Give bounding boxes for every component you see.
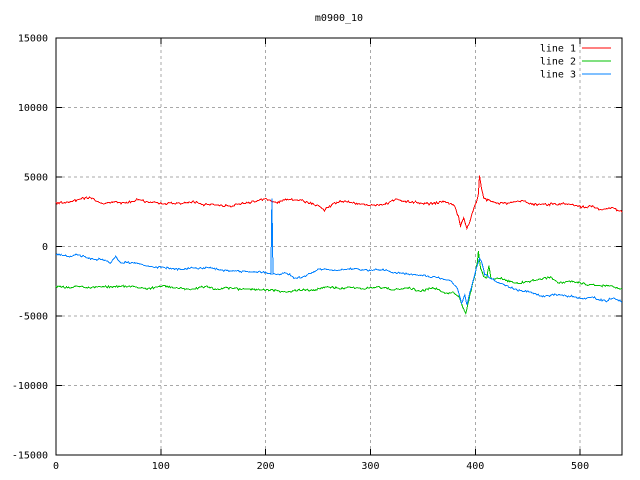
chart-title: m0900_10 xyxy=(315,13,363,24)
legend: line 1 line 2 line 3 xyxy=(540,44,611,81)
y-tick-label--15000: -15000 xyxy=(12,451,48,462)
legend-label-2: line 2 xyxy=(540,57,576,68)
series-line-2 xyxy=(55,250,623,315)
x-tick-label-0: 0 xyxy=(53,461,59,472)
y-axis-tick-labels: -15000 -10000 -5000 0 5000 10000 15000 xyxy=(12,34,48,462)
x-tick-label-400: 400 xyxy=(466,461,484,472)
x-tick-label-500: 500 xyxy=(571,461,589,472)
y-tick-label-15000: 15000 xyxy=(18,34,48,45)
x-tick-label-200: 200 xyxy=(257,461,275,472)
y-tick-label--5000: -5000 xyxy=(18,312,48,323)
y-tick-label-5000: 5000 xyxy=(24,173,48,184)
x-tick-label-100: 100 xyxy=(152,461,170,472)
plot-frame-rect xyxy=(55,37,623,456)
legend-label-3: line 3 xyxy=(540,70,576,81)
x-axis-tick-labels: 0 100 200 300 400 500 xyxy=(53,461,589,472)
y-tick-label-10000: 10000 xyxy=(18,103,48,114)
plot-border xyxy=(55,37,623,456)
x-tick-label-300: 300 xyxy=(361,461,379,472)
data-series xyxy=(55,175,623,315)
grid-lines xyxy=(56,38,622,455)
y-tick-label--10000: -10000 xyxy=(12,381,48,392)
series-line-3 xyxy=(55,198,623,305)
y-tick-label-0: 0 xyxy=(42,242,48,253)
series-line-1 xyxy=(55,175,623,231)
legend-label-1: line 1 xyxy=(540,44,576,55)
